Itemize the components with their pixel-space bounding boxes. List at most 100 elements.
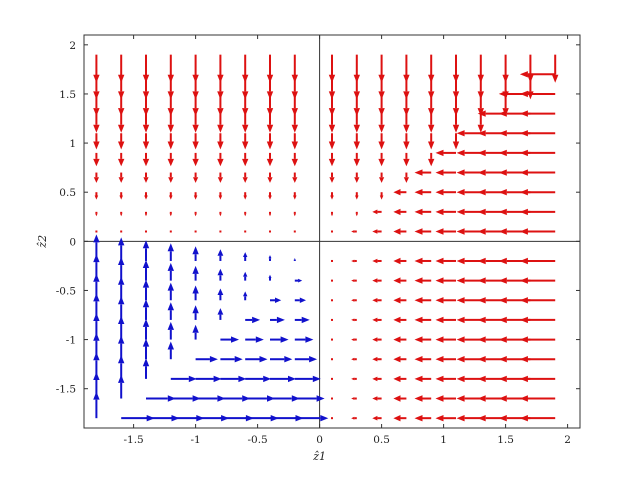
arrow-head (234, 356, 243, 363)
arrow-head (328, 91, 336, 100)
arrow-head (351, 230, 355, 233)
arrow-head (519, 257, 528, 265)
arrow-stub (331, 417, 333, 420)
field-arrow (167, 152, 174, 167)
field-arrow (167, 113, 174, 133)
arrow-stub (120, 230, 123, 233)
arrow-head (519, 110, 528, 117)
y-tick-label: 1.5 (59, 89, 76, 101)
arrow-head (192, 285, 199, 294)
arrow-head (167, 124, 174, 133)
arrow-head (414, 336, 423, 343)
arrow-head (477, 415, 486, 422)
field-arrow (219, 211, 222, 217)
arrow-head (428, 108, 435, 117)
field-arrow (353, 133, 360, 150)
field-arrow (351, 377, 357, 381)
field-arrow (242, 172, 248, 183)
arrow-head (414, 208, 423, 216)
arrow-head (217, 177, 223, 183)
field-arrow (331, 299, 333, 302)
field-arrow (270, 336, 289, 343)
arrow-head (498, 130, 507, 137)
field-arrow (372, 229, 382, 234)
field-arrow (94, 192, 99, 200)
field-arrow (168, 172, 174, 183)
arrow-head (242, 108, 249, 117)
field-arrow (294, 316, 310, 324)
arrow-head (435, 375, 444, 383)
arrow-head (118, 316, 125, 324)
arrow-head (266, 108, 274, 117)
arrow-head (393, 316, 401, 324)
arrow-head (93, 234, 100, 243)
field-arrow (144, 192, 148, 200)
arrow-head (243, 252, 248, 257)
field-arrow (378, 152, 385, 167)
arrow-head (414, 395, 423, 402)
field-arrow (393, 277, 407, 284)
arrow-head (414, 375, 423, 383)
arrow-head (477, 208, 486, 216)
field-arrow (414, 257, 432, 265)
arrow-head (477, 277, 486, 284)
arrow-head (519, 297, 528, 304)
arrow-head (93, 158, 100, 167)
arrow-head (354, 177, 360, 183)
arrow-head (372, 356, 378, 362)
arrow-head (393, 277, 401, 284)
arrow-head (435, 356, 444, 363)
arrow-field (93, 54, 559, 422)
arrow-head (353, 158, 360, 167)
arrow-head (372, 209, 378, 215)
field-arrow (328, 113, 336, 133)
field-arrow (266, 133, 274, 150)
arrow-head (519, 169, 528, 176)
arrow-head (120, 213, 123, 217)
arrow-head (328, 74, 336, 83)
arrow-head (192, 108, 199, 117)
field-arrow (428, 152, 435, 167)
field-arrow (167, 282, 174, 301)
field-arrow (266, 113, 274, 133)
arrow-head (527, 74, 534, 83)
arrow-head (167, 321, 174, 330)
arrow-head (142, 338, 150, 347)
arrow-head (188, 375, 197, 383)
field-arrow (245, 336, 264, 343)
field-arrow (414, 395, 432, 402)
arrow-head (219, 213, 222, 217)
arrow-head (242, 158, 249, 167)
arrow-head (217, 158, 224, 167)
field-arrow (519, 228, 556, 235)
field-arrow (351, 230, 357, 233)
arrow-head (217, 288, 224, 295)
field-arrow (142, 318, 150, 340)
arrow-head (142, 158, 150, 167)
field-arrow (435, 336, 456, 343)
field-arrow (192, 324, 199, 340)
arrow-head (293, 195, 297, 200)
arrow-head (372, 415, 378, 421)
field-arrow (414, 356, 432, 363)
field-arrow (456, 375, 481, 383)
arrow-head (452, 108, 460, 117)
field-arrow (142, 133, 150, 150)
arrow-head (414, 356, 423, 363)
field-arrow (220, 336, 239, 343)
field-arrow (167, 133, 174, 150)
arrow-head (93, 124, 100, 133)
field-arrow (142, 358, 150, 379)
arrow-head (266, 74, 274, 83)
arrow-head (378, 91, 385, 100)
field-arrow (435, 415, 456, 422)
field-arrow (477, 113, 484, 133)
arrow-head (119, 195, 123, 200)
arrow-stub (331, 279, 333, 282)
arrow-stub (269, 230, 271, 233)
arrow-head (372, 258, 378, 264)
field-arrow (351, 259, 357, 263)
arrow-head (498, 297, 507, 304)
field-arrow (378, 133, 385, 150)
axis-ticks: -1.5 -1 -0.5 0 0.5 1 1.5 2 -1.5 -1 -0.5 0 0.5 1 1.5 2 (56, 35, 580, 446)
